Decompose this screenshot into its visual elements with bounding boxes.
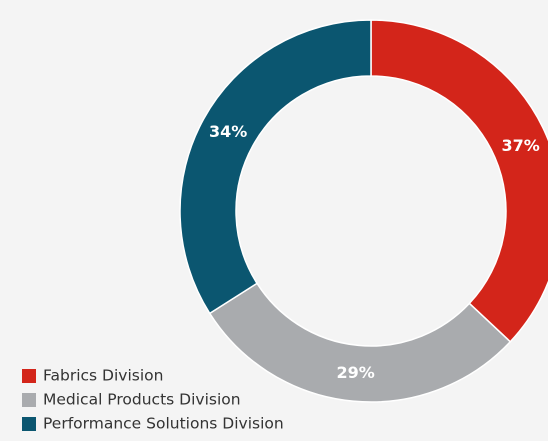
slice xyxy=(370,19,548,343)
legend-swatch xyxy=(22,393,36,407)
legend-swatch xyxy=(22,417,36,431)
legend-label: Performance Solutions Division xyxy=(43,415,284,433)
legend-label: Medical Products Division xyxy=(43,391,241,409)
value-label: 34% xyxy=(209,122,247,141)
value-label: 29% xyxy=(337,363,375,382)
legend-swatch xyxy=(22,369,36,383)
value-label: 37% xyxy=(501,136,539,155)
slice xyxy=(179,19,372,315)
legend-label: Fabrics Division xyxy=(43,367,163,385)
slice xyxy=(208,282,512,403)
